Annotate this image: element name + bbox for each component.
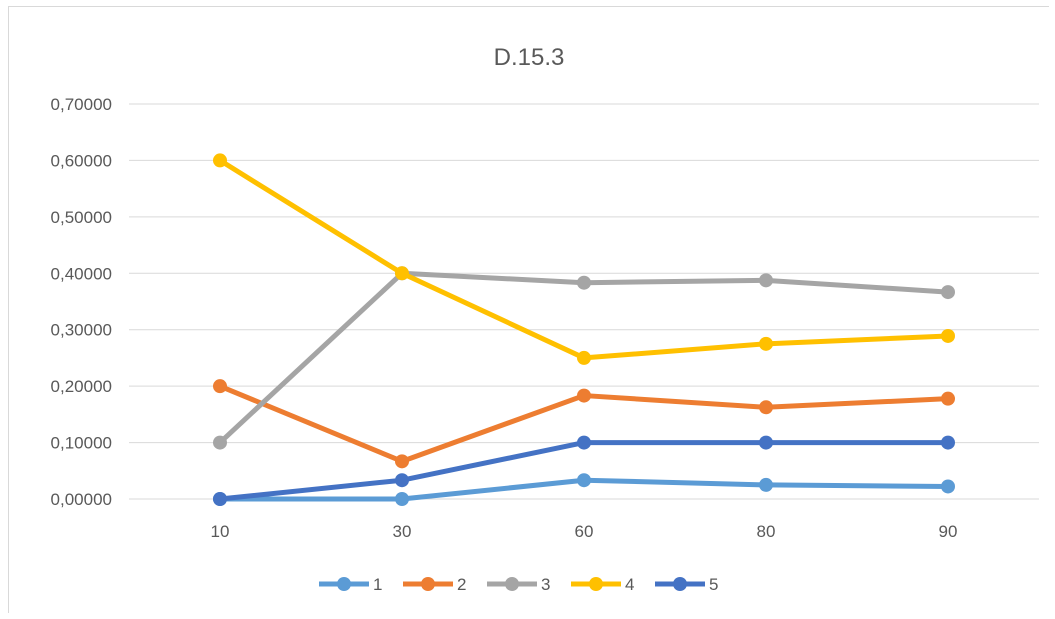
data-point (577, 350, 591, 365)
y-tick-label: 0,50000 (51, 208, 112, 227)
legend-marker (673, 577, 687, 591)
legend-item-4: 4 (571, 575, 634, 594)
x-tick-label: 90 (939, 522, 958, 541)
y-axis-tick-labels: 0,00000 0,10000 0,20000 0,30000 0,40000 0,500… (51, 95, 112, 509)
data-point (941, 479, 955, 494)
legend-marker (589, 577, 603, 591)
y-tick-label: 0,70000 (51, 95, 112, 114)
legend-label: 1 (373, 575, 382, 594)
y-tick-label: 0,30000 (51, 321, 112, 340)
data-point (577, 473, 591, 488)
x-axis-tick-labels: 10 30 60 80 90 (211, 522, 958, 541)
data-point (759, 400, 773, 415)
chart-title: D.15.3 (494, 44, 565, 71)
legend-label: 5 (709, 575, 718, 594)
legend: 1 2 3 4 5 (319, 575, 718, 594)
x-tick-label: 30 (393, 522, 412, 541)
series-4 (213, 153, 955, 365)
data-point (395, 473, 409, 488)
series-line (217, 440, 951, 502)
legend-label: 4 (625, 575, 634, 594)
y-tick-label: 0,10000 (51, 434, 112, 453)
data-point (759, 336, 773, 351)
data-point (759, 435, 773, 450)
legend-label: 3 (541, 575, 550, 594)
series-2 (213, 379, 955, 469)
legend-item-2: 2 (403, 575, 466, 594)
data-point (941, 435, 955, 450)
y-tick-label: 0,40000 (51, 264, 112, 283)
data-point (213, 492, 227, 506)
data-point (759, 477, 773, 492)
legend-marker (337, 577, 351, 591)
y-tick-label: 0,60000 (51, 151, 112, 170)
series-5 (213, 435, 955, 506)
chart-area: D.15.3 0,00000 0,10000 0,20000 0,30000 0,400… (8, 6, 1049, 613)
legend-item-5: 5 (655, 575, 718, 594)
data-point (213, 435, 227, 450)
x-tick-label: 10 (211, 522, 230, 541)
data-point (395, 266, 409, 281)
legend-item-3: 3 (487, 575, 550, 594)
x-tick-label: 60 (575, 522, 594, 541)
data-point (213, 153, 227, 168)
y-tick-label: 0,20000 (51, 377, 112, 396)
data-point (941, 285, 955, 300)
legend-item-1: 1 (319, 575, 382, 594)
x-tick-label: 80 (757, 522, 776, 541)
legend-marker (505, 577, 519, 591)
y-tick-label: 0,00000 (51, 490, 112, 509)
series-line (217, 157, 951, 361)
series-lines (213, 153, 955, 506)
data-point (395, 454, 409, 469)
legend-label: 2 (457, 575, 466, 594)
line-chart: D.15.3 0,00000 0,10000 0,20000 0,30000 0,400… (51, 44, 1039, 594)
data-point (395, 492, 409, 506)
data-point (577, 388, 591, 403)
data-point (577, 275, 591, 290)
data-point (577, 435, 591, 450)
legend-marker (421, 577, 435, 591)
data-point (759, 273, 773, 288)
data-point (941, 391, 955, 406)
data-point (941, 328, 955, 343)
data-point (213, 379, 227, 394)
